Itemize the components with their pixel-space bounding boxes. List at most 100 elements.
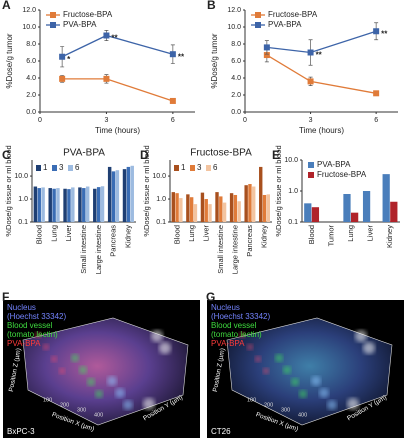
x-tick-label: Kidney	[124, 225, 133, 248]
bar	[259, 166, 263, 222]
signal-blob	[347, 398, 359, 410]
channel-label: Nucleus	[7, 303, 36, 312]
bar	[343, 194, 351, 222]
bar	[171, 192, 175, 222]
signal-blob	[247, 344, 253, 350]
signal-blob	[43, 344, 49, 350]
bar	[229, 193, 234, 222]
axis-tick-label: 400	[298, 412, 307, 418]
bar	[33, 186, 38, 222]
signal-blob	[299, 390, 307, 398]
signal-blob	[159, 342, 171, 354]
signal-blob	[255, 356, 261, 362]
signal-blob	[355, 330, 367, 342]
x-tick-label: 0	[38, 117, 42, 124]
y-axis-label: %Dose/g tumor	[5, 33, 14, 88]
bar	[215, 192, 219, 222]
x-tick-label: Liver	[366, 225, 375, 242]
signal-blob	[263, 368, 269, 374]
signal-blob	[239, 332, 245, 338]
legend-swatch	[308, 162, 314, 168]
bar	[41, 187, 45, 222]
bar	[71, 187, 75, 222]
bar	[37, 188, 41, 222]
y-axis-label: %Dose/g tissue or ml blood	[142, 145, 151, 236]
y-tick-label: 0.1	[18, 219, 28, 226]
bar	[179, 198, 183, 222]
legend-label: 3	[59, 163, 64, 172]
y-tick-label: 0.1	[156, 219, 166, 226]
panel-letter: C	[2, 148, 11, 162]
data-point	[59, 75, 66, 82]
y-tick-label: 1.0	[156, 196, 166, 203]
y-tick-label: 10.0	[22, 24, 36, 31]
channel-label: (tomato lectin)	[211, 330, 262, 339]
bar	[126, 166, 131, 222]
y-tick-label: 2.0	[26, 92, 36, 99]
y-tick-label: 12.0	[22, 7, 36, 14]
y-tick-label: 4.0	[231, 75, 241, 82]
signal-blob	[95, 390, 103, 398]
signal-blob	[107, 376, 117, 386]
x-tick-label: Pancreas	[245, 225, 254, 257]
x-tick-label: Kidney	[385, 225, 394, 248]
legend-label: Fructose-BPA	[268, 10, 318, 19]
data-point	[59, 53, 66, 60]
y-tick-label: 1.0	[18, 196, 28, 203]
signal-blob	[363, 342, 375, 354]
bar	[362, 191, 371, 222]
significance: **	[178, 52, 185, 61]
significance: **	[316, 51, 323, 60]
y-tick-label: 8.0	[26, 41, 36, 48]
signal-blob	[51, 356, 57, 362]
y-tick-label: 2.0	[231, 92, 241, 99]
y-tick-label: 10.0	[14, 173, 28, 180]
cell-line: BxPC-3	[7, 427, 35, 436]
x-tick-label: Liver	[201, 225, 210, 242]
panel-letter: D	[140, 148, 149, 162]
x-tick-label: 6	[171, 117, 175, 124]
panel-letter: F	[2, 290, 9, 304]
signal-blob	[327, 400, 337, 410]
y-tick-label: 0.0	[231, 109, 241, 116]
y-tick-label: 12.0	[227, 7, 241, 14]
legend-swatch	[206, 165, 211, 171]
x-tick-label: 0	[243, 117, 247, 124]
tissue-volume	[22, 317, 189, 426]
x-tick-label: Lung	[49, 225, 58, 242]
legend-label: 6	[75, 163, 80, 172]
bar	[63, 188, 67, 222]
bar	[56, 188, 60, 222]
y-tick-label: 8.0	[231, 41, 241, 48]
data-point	[373, 28, 380, 35]
data-point	[103, 75, 110, 82]
bar	[85, 186, 90, 222]
axis-tick-label: 200	[264, 402, 273, 408]
legend-label: Fructose-BPA	[63, 10, 113, 19]
y-tick-label: 10.0	[284, 157, 298, 164]
bar	[204, 199, 208, 222]
signal-blob	[283, 366, 291, 374]
axis-tick-label: 300	[77, 407, 86, 413]
bar	[52, 188, 56, 222]
y-tick-label: 1.0	[288, 188, 298, 195]
x-tick-label: Lung	[346, 225, 355, 242]
bar	[382, 174, 390, 222]
bar	[390, 201, 398, 222]
bar	[107, 166, 112, 222]
y-tick-label: 4.0	[26, 75, 36, 82]
legend-label: Fructose-BPA	[317, 170, 367, 179]
legend-marker	[255, 22, 261, 28]
chart-title: PVA-BPA	[63, 148, 105, 159]
y-tick-label: 0.0	[26, 109, 36, 116]
x-axis-label: Time (hours)	[299, 126, 344, 135]
cell-line: CT26	[211, 427, 231, 436]
signal-blob	[311, 376, 321, 386]
channel-label: Nucleus	[211, 303, 240, 312]
data-point	[263, 44, 270, 51]
legend-label: 3	[197, 163, 202, 172]
chart-title: Fructose-BPA	[190, 148, 252, 159]
data-point	[103, 32, 110, 39]
bar	[130, 165, 134, 222]
y-tick-label: 6.0	[231, 58, 241, 65]
